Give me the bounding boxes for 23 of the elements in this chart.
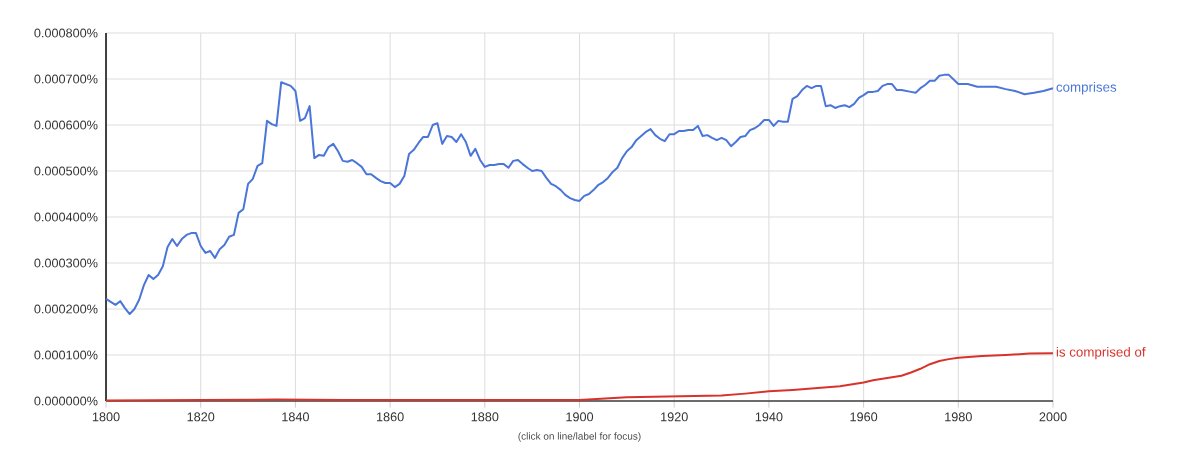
y-tick-label: 0.000300% bbox=[34, 258, 98, 268]
y-tick-label: 0.000100% bbox=[34, 350, 98, 360]
y-tick-label: 0.000800% bbox=[34, 28, 98, 38]
x-tick-label: 1920 bbox=[661, 412, 688, 422]
y-tick-label: 0.000400% bbox=[34, 212, 98, 222]
series-label: is comprised of bbox=[1056, 346, 1146, 360]
y-tick-label: 0.000700% bbox=[34, 74, 98, 84]
x-tick-label: 1980 bbox=[945, 412, 972, 422]
y-tick-label: 0.000500% bbox=[34, 166, 98, 176]
x-tick-label: 1960 bbox=[850, 412, 878, 422]
x-tick-label: 1820 bbox=[187, 412, 215, 422]
y-tick-label: 0.000600% bbox=[34, 120, 98, 130]
x-tick-label: 1940 bbox=[755, 412, 783, 422]
y-tick-label: 0.000200% bbox=[34, 304, 98, 314]
x-tick-label: 1880 bbox=[471, 412, 499, 422]
x-tick-label: 1860 bbox=[376, 412, 404, 422]
x-tick-label: 2000 bbox=[1039, 412, 1067, 422]
series-label: comprises bbox=[1056, 81, 1117, 95]
text: (click on line/label for focus) bbox=[518, 432, 641, 442]
x-tick-label: 1900 bbox=[566, 412, 594, 422]
y-tick-label: 0.000000% bbox=[34, 396, 98, 406]
x-tick-label: 1800 bbox=[92, 412, 120, 422]
x-tick-label: 1840 bbox=[282, 412, 309, 422]
